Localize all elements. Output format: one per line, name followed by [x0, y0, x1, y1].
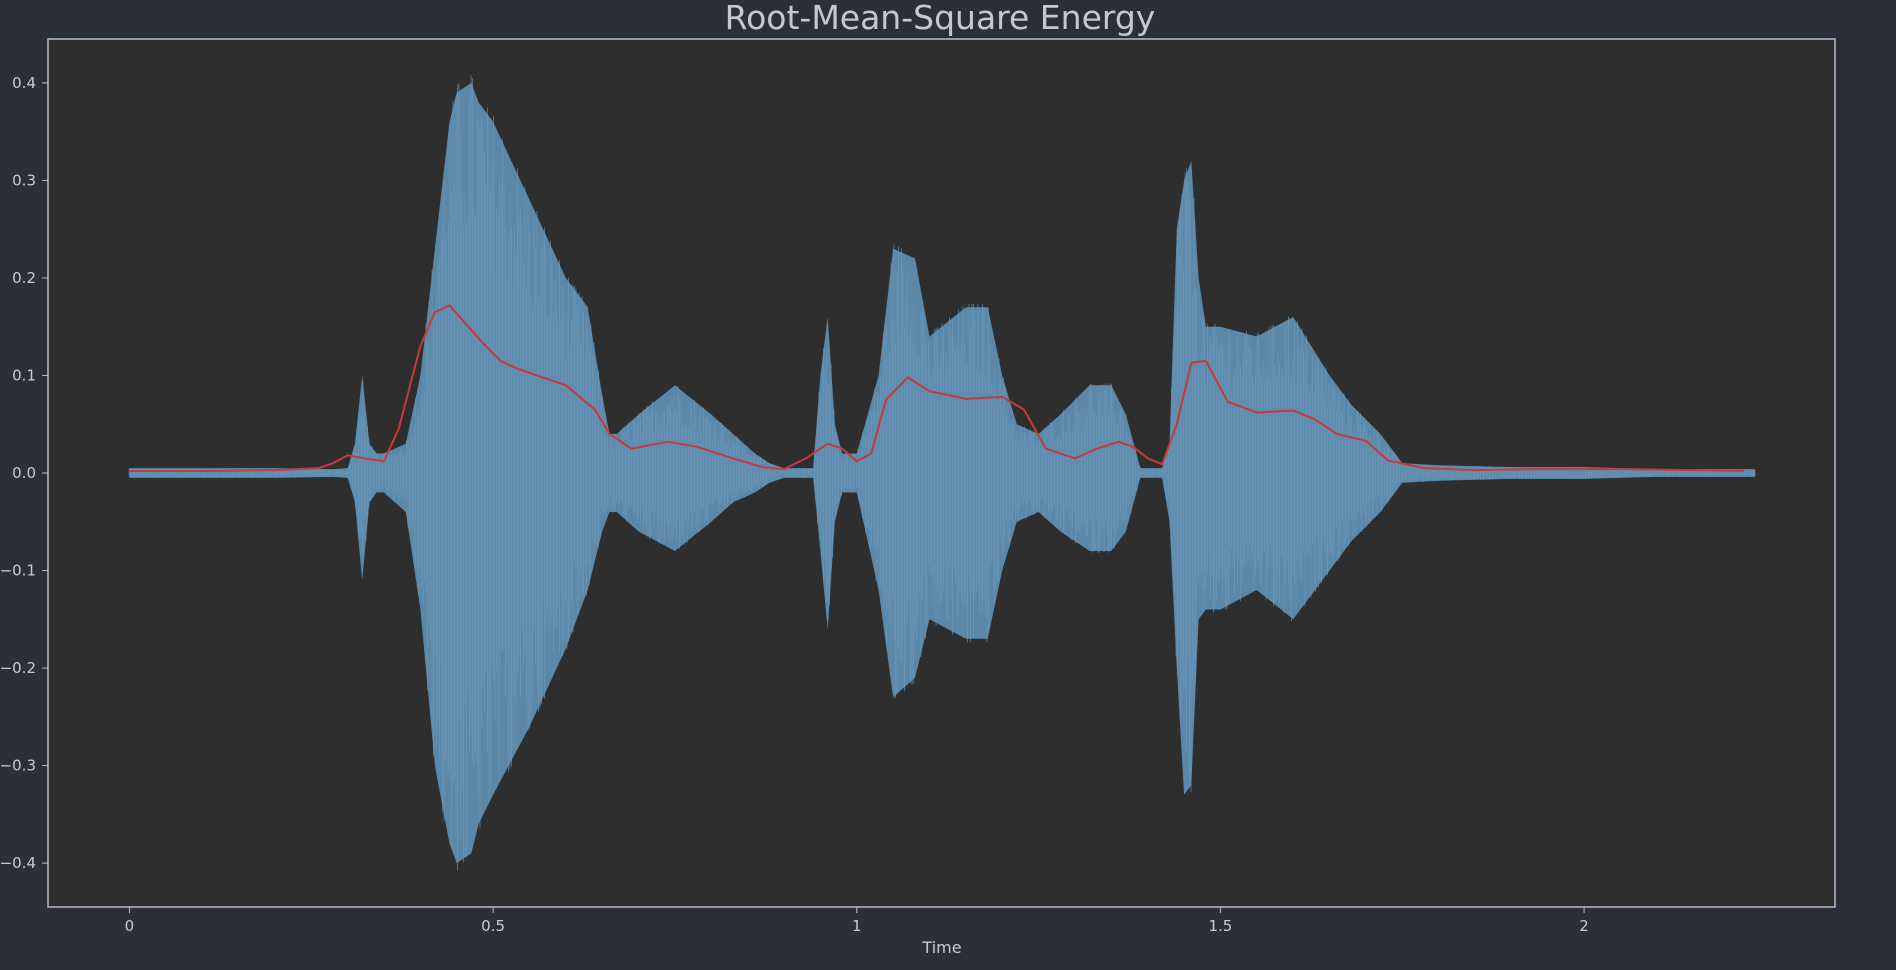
x-tick-label: 0.5	[481, 917, 505, 935]
y-axis-ticks: 0.4 0.3 0.2 0.1 0.0 −0.1 −0.2 −0.3 −0.4	[0, 74, 48, 872]
y-tick-label: 0.4	[12, 74, 36, 92]
y-tick-label: 0.0	[12, 464, 36, 482]
waveform-layer	[128, 75, 1756, 871]
x-tick-label: 1.5	[1208, 917, 1232, 935]
x-axis-ticks: 0 0.5 1 1.5 2	[125, 907, 1589, 935]
rms-layer	[129, 304, 1745, 472]
y-tick-label: −0.3	[0, 757, 36, 775]
x-tick-label: 0	[125, 917, 135, 935]
x-tick-label: 2	[1579, 917, 1589, 935]
y-tick-label: −0.4	[0, 854, 36, 872]
waveform-texture	[128, 75, 1756, 871]
y-tick-label: 0.3	[12, 171, 36, 189]
x-tick-label: 1	[852, 917, 862, 935]
y-tick-label: −0.2	[0, 659, 36, 677]
chart-title: Root-Mean-Square Energy	[725, 0, 1156, 37]
y-tick-label: 0.1	[12, 366, 36, 384]
y-tick-label: 0.2	[12, 269, 36, 287]
rms-energy-line	[129, 304, 1745, 472]
x-axis-label: Time	[921, 938, 961, 957]
y-tick-label: −0.1	[0, 562, 36, 580]
